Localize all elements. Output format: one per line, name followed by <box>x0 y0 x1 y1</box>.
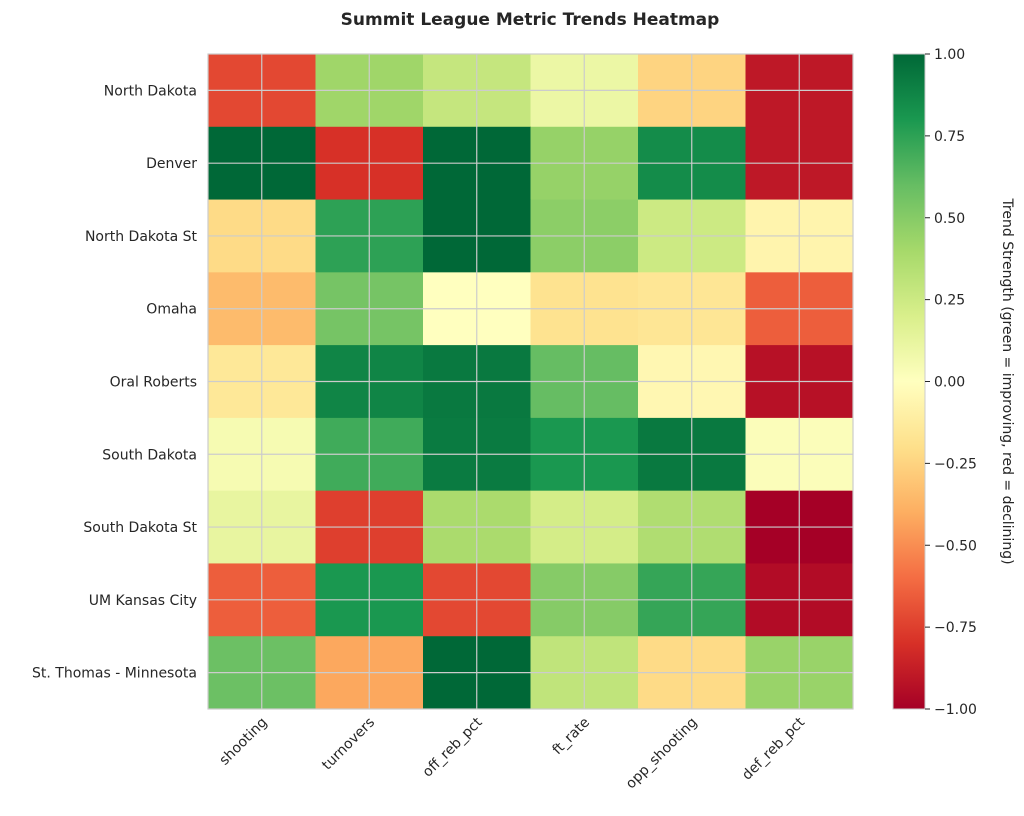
y-tick-labels: North Dakota Denver North Dakota St Omaha Or… <box>32 83 197 681</box>
colorbar-tick-label: 0.50 <box>934 211 965 227</box>
plot-frame <box>207 53 854 710</box>
x-tick-label: shooting <box>217 715 271 769</box>
x-tick-labels: shooting turnovers off_reb_pct ft_rate opp_s… <box>217 714 809 792</box>
x-tick-label: opp_shooting <box>623 715 701 793</box>
chart-title: Summit League Metric Trends Heatmap <box>341 10 720 30</box>
y-tick-label: Omaha <box>146 302 197 318</box>
y-tick-label: South Dakota <box>102 447 197 463</box>
colorbar-tick-label: 0.25 <box>934 293 965 309</box>
colorbar-tick-label: −1.00 <box>934 702 977 718</box>
x-tick-label: def_reb_pct <box>739 714 808 783</box>
y-tick-label: St. Thomas - Minnesota <box>32 666 197 682</box>
colorbar: 1.00 0.75 0.50 0.25 0.00 −0.25 −0.50 −0.75 −1.00… <box>892 47 1015 718</box>
y-tick-label: UM Kansas City <box>89 593 197 609</box>
colorbar-tick-label: 1.00 <box>934 47 965 63</box>
y-tick-label: South Dakota St <box>83 520 197 536</box>
colorbar-tick-label: 0.75 <box>934 129 965 145</box>
x-tick-label: off_reb_pct <box>420 714 486 780</box>
colorbar-gradient <box>892 53 926 710</box>
gridlines <box>208 54 853 709</box>
colorbar-tick-label: −0.25 <box>934 456 977 472</box>
colorbar-tick-label: 0.00 <box>934 375 965 391</box>
x-tick-label: turnovers <box>319 715 378 774</box>
y-tick-label: Oral Roberts <box>110 375 197 391</box>
colorbar-tick-label: −0.50 <box>934 538 977 554</box>
colorbar-label: Trend Strength (green = improving, red =… <box>999 197 1015 564</box>
x-tick-label: ft_rate <box>550 715 594 759</box>
y-tick-label: North Dakota <box>104 83 197 99</box>
y-tick-label: North Dakota St <box>85 229 198 245</box>
colorbar-tick-label: −0.75 <box>934 620 977 636</box>
y-tick-label: Denver <box>146 156 197 172</box>
colorbar-ticks: 1.00 0.75 0.50 0.25 0.00 −0.25 −0.50 −0.75 −1.00 <box>925 47 977 718</box>
